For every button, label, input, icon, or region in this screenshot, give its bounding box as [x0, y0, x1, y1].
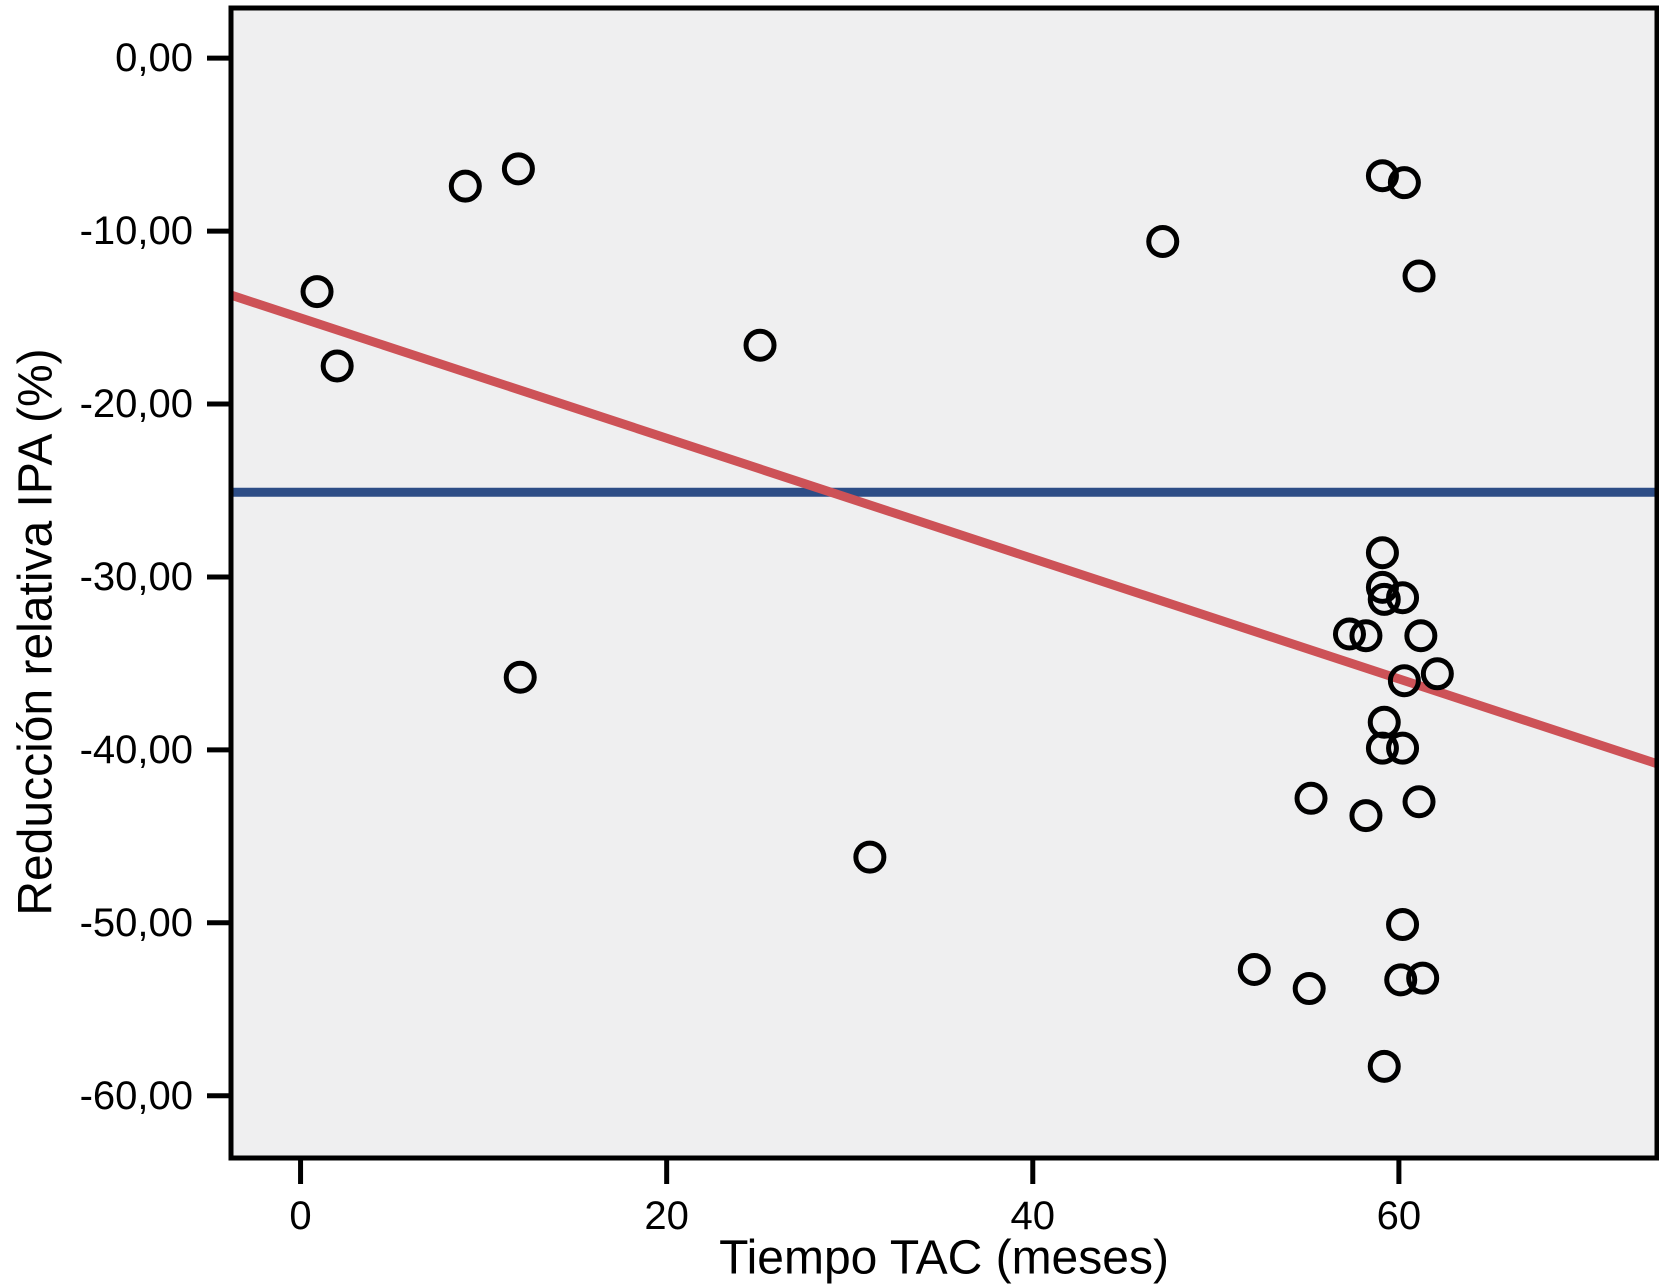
- data-point: [320, 349, 354, 383]
- data-point: [1402, 785, 1436, 819]
- data-point: [1387, 664, 1421, 698]
- y-tick-label: -40,00: [79, 727, 193, 772]
- data-point: [300, 275, 334, 309]
- data-point: [1406, 961, 1440, 995]
- data-point: [1292, 972, 1326, 1006]
- data-point: [743, 328, 777, 362]
- x-tick-label: 20: [644, 1194, 689, 1238]
- data-point: [503, 660, 537, 694]
- data-point: [1365, 536, 1399, 570]
- data-point: [1365, 731, 1399, 765]
- data-point: [1387, 166, 1421, 200]
- data-point: [853, 840, 887, 874]
- data-point: [1349, 619, 1383, 653]
- x-axis-title: Tiempo TAC (meses): [719, 1231, 1169, 1285]
- x-tick-label: 0: [289, 1194, 312, 1238]
- data-point: [1349, 799, 1383, 833]
- data-point: [1386, 908, 1420, 942]
- plot-frame: [228, 5, 1659, 1161]
- y-tick-label: -10,00: [79, 209, 193, 254]
- y-tick-label: -30,00: [79, 554, 193, 599]
- data-point: [1386, 731, 1420, 765]
- data-point: [501, 152, 535, 186]
- data-point: [1404, 619, 1438, 653]
- data-point: [1332, 617, 1366, 651]
- data-point: [1386, 581, 1420, 615]
- y-axis-title: Reducción relativa IPA (%): [9, 348, 63, 916]
- y-tick-label: -20,00: [79, 382, 193, 426]
- data-point: [1237, 953, 1271, 987]
- y-tick-label: -50,00: [79, 900, 193, 945]
- data-point: [448, 169, 482, 203]
- data-point: [1367, 1049, 1401, 1083]
- x-tick-label: 60: [1376, 1194, 1422, 1238]
- data-point: [1420, 657, 1454, 691]
- data-point: [1146, 224, 1180, 258]
- data-point: [1402, 259, 1436, 293]
- data-point: [1365, 159, 1399, 193]
- y-tick-label: -60,00: [79, 1073, 193, 1118]
- y-tick-label: 0,00: [115, 36, 193, 81]
- data-point: [1384, 963, 1418, 997]
- plot-area-background: [231, 8, 1657, 1158]
- data-point: [1294, 781, 1328, 815]
- x-tick-label: 40: [1010, 1194, 1056, 1238]
- data-point: [1367, 582, 1401, 616]
